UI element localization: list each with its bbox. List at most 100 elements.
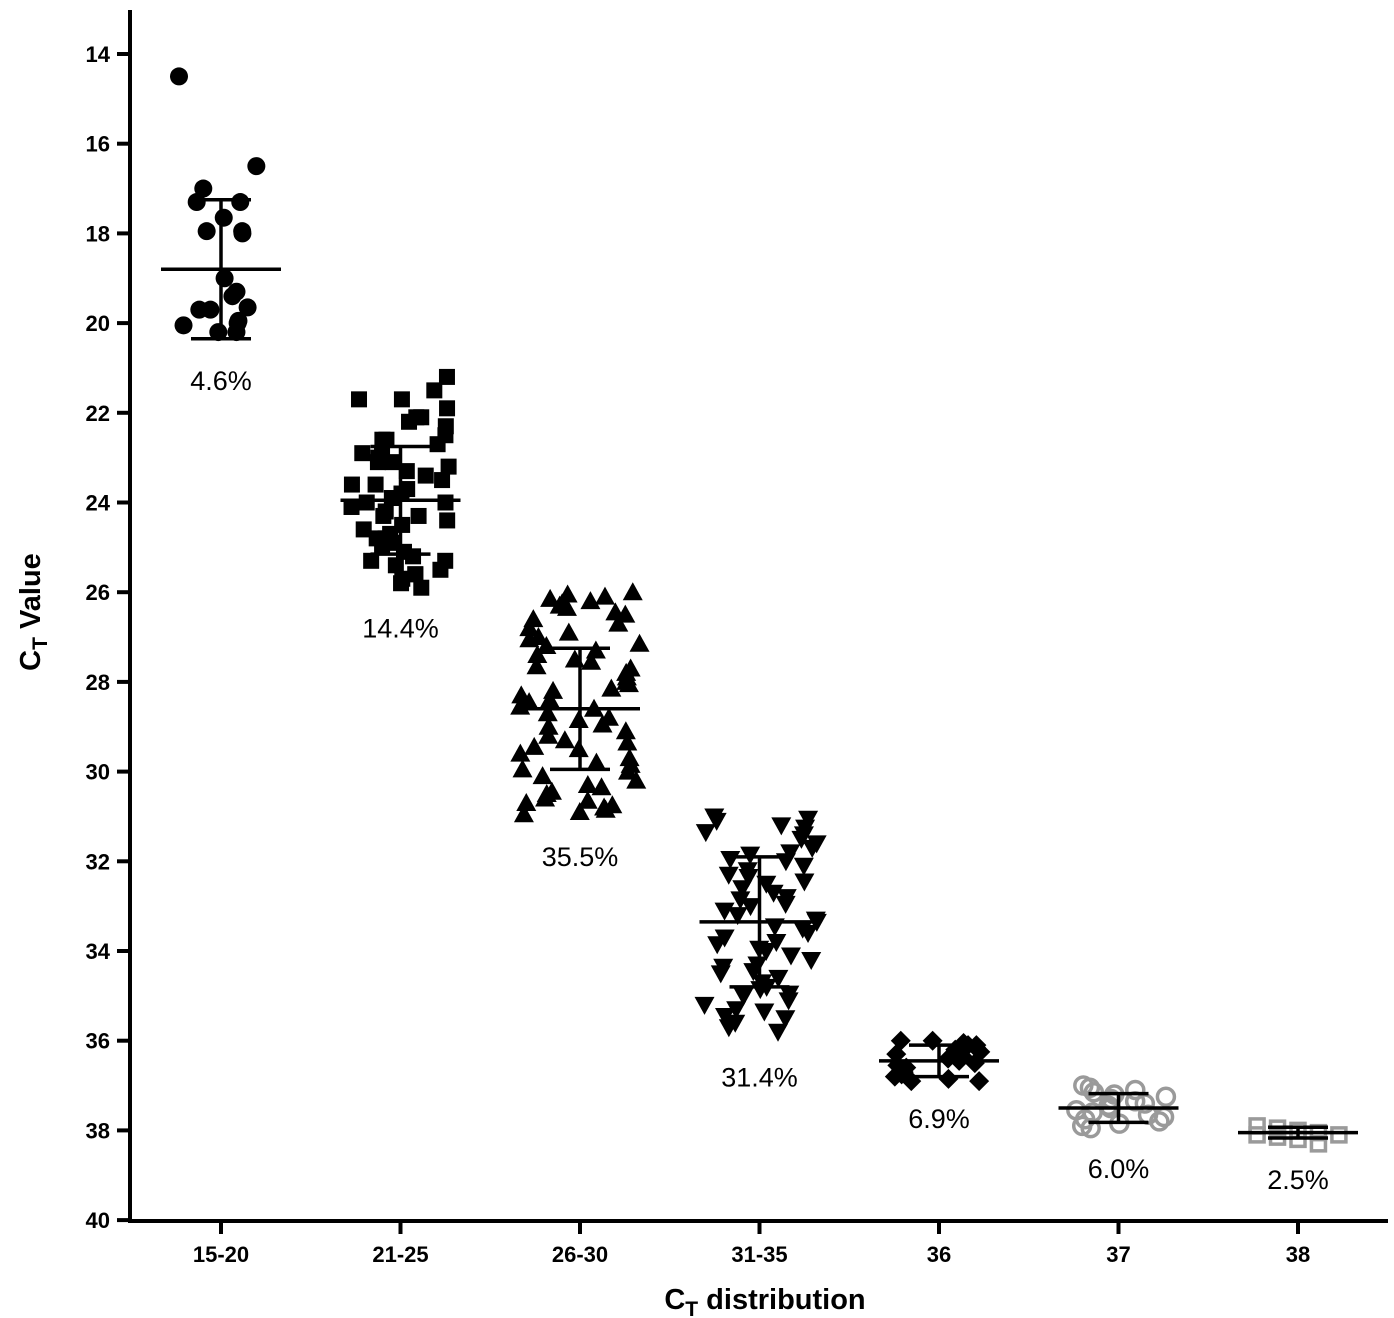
y-tick-label: 36 [86, 1029, 110, 1054]
data-point-triangle-up [569, 801, 590, 820]
data-point-triangle-up [526, 656, 547, 675]
data-point-square [405, 548, 422, 565]
group-21-25: 14.4% [340, 368, 461, 644]
y-tick-label: 40 [86, 1208, 110, 1233]
data-point-triangle-up [608, 613, 629, 632]
data-point-square [358, 494, 375, 511]
y-tick-label: 22 [86, 401, 110, 426]
data-point-circle [174, 316, 193, 335]
percent-label: 6.9% [908, 1104, 970, 1134]
data-point-circle [227, 323, 246, 342]
data-point-triangle-up [618, 674, 639, 693]
data-point-triangle-up [556, 597, 577, 616]
data-point-square [407, 566, 424, 583]
data-point-triangle-down [791, 830, 812, 849]
data-point-triangle-up [615, 721, 636, 740]
data-point-square [398, 463, 415, 480]
data-point-square [434, 472, 451, 489]
x-tick-label: 36 [927, 1242, 951, 1267]
x-axis-title: CT distribution [664, 1284, 865, 1318]
percent-label: 2.5% [1267, 1165, 1329, 1195]
data-point-square [375, 507, 392, 524]
data-point-triangle-down [715, 1008, 736, 1027]
data-point-circle [247, 157, 266, 176]
data-point-triangle-down [754, 1003, 775, 1022]
x-tick-label: 37 [1106, 1242, 1130, 1267]
data-point-circle [194, 179, 213, 198]
data-point-circle [1153, 1106, 1175, 1128]
data-point-circle [215, 269, 234, 288]
data-point-triangle-down [706, 812, 727, 831]
x-tick-label: 26-30 [552, 1242, 608, 1267]
data-point-square [351, 391, 368, 408]
data-point-triangle-up [558, 622, 579, 641]
data-point-triangle-down [720, 851, 741, 870]
data-point-triangle-up [554, 730, 575, 749]
x-tick-label: 15-20 [193, 1242, 249, 1267]
data-point-triangle-down [801, 951, 822, 970]
data-point-circle [223, 287, 242, 306]
y-tick-label: 16 [86, 132, 110, 157]
data-point-circle [197, 222, 216, 241]
data-point-square [374, 431, 391, 448]
y-tick-label: 30 [86, 760, 110, 785]
data-point-square [413, 579, 430, 596]
data-point-triangle-up [535, 788, 556, 807]
data-point-square [393, 391, 410, 408]
data-point-circle [1155, 1086, 1177, 1108]
data-point-triangle-down [798, 925, 819, 944]
data-point-triangle-down [802, 839, 823, 858]
data-point-circle [233, 224, 252, 243]
data-point-triangle-up [626, 770, 647, 789]
data-point-triangle-up [629, 633, 650, 652]
data-point-diamond [964, 1053, 985, 1074]
data-point-square [355, 521, 372, 538]
data-point-triangle-down [793, 857, 814, 876]
group-37: 6.0% [1058, 1075, 1179, 1184]
x-tick-label: 21-25 [372, 1242, 428, 1267]
data-point-triangle-up [581, 651, 602, 670]
data-point-triangle-up [516, 792, 537, 811]
data-point-triangle-up [577, 775, 598, 794]
data-point-triangle-up [513, 804, 534, 823]
axes [128, 10, 1388, 1223]
percent-label: 4.6% [190, 366, 252, 396]
data-point-triangle-up [540, 588, 561, 607]
data-point-circle [231, 193, 250, 212]
data-point-square [343, 498, 360, 515]
data-point-square [387, 557, 404, 574]
data-point-circle [1071, 1115, 1093, 1137]
data-point-triangle-up [594, 586, 615, 605]
data-point-triangle-up [580, 591, 601, 610]
group-38: 2.5% [1238, 1117, 1358, 1195]
percent-label: 14.4% [362, 614, 439, 644]
data-point-triangle-up [586, 752, 607, 771]
data-point-triangle-down [775, 1010, 796, 1029]
y-tick-label: 34 [86, 939, 111, 964]
data-point-triangle-up [617, 732, 638, 751]
data-point-circle [1149, 1111, 1170, 1132]
percent-label: 35.5% [542, 842, 619, 872]
data-point-triangle-down [778, 992, 799, 1011]
data-point-square [438, 368, 455, 385]
data-point-triangle-down [771, 817, 792, 836]
data-point-square [374, 539, 391, 556]
data-point-triangle-down [707, 936, 728, 955]
data-point-triangle-down [733, 987, 754, 1006]
data-point-square [393, 575, 410, 592]
percent-label: 6.0% [1088, 1154, 1150, 1184]
data-point-triangle-up [591, 777, 612, 796]
data-point-diamond [938, 1068, 959, 1089]
data-point-triangle-up [601, 678, 622, 697]
data-point-square [354, 445, 371, 462]
group-31-35: 31.4% [694, 808, 827, 1093]
data-point-triangle-down [710, 965, 731, 984]
group-15-20: 4.6% [161, 67, 281, 396]
data-point-square [426, 382, 443, 399]
data-point-triangle-up [592, 714, 613, 733]
y-tick-label: 20 [86, 311, 110, 336]
x-tick-label: 31-35 [731, 1242, 787, 1267]
y-tick-label: 28 [86, 670, 110, 695]
data-point-diamond [884, 1066, 905, 1087]
data-point-triangle-up [524, 736, 545, 755]
